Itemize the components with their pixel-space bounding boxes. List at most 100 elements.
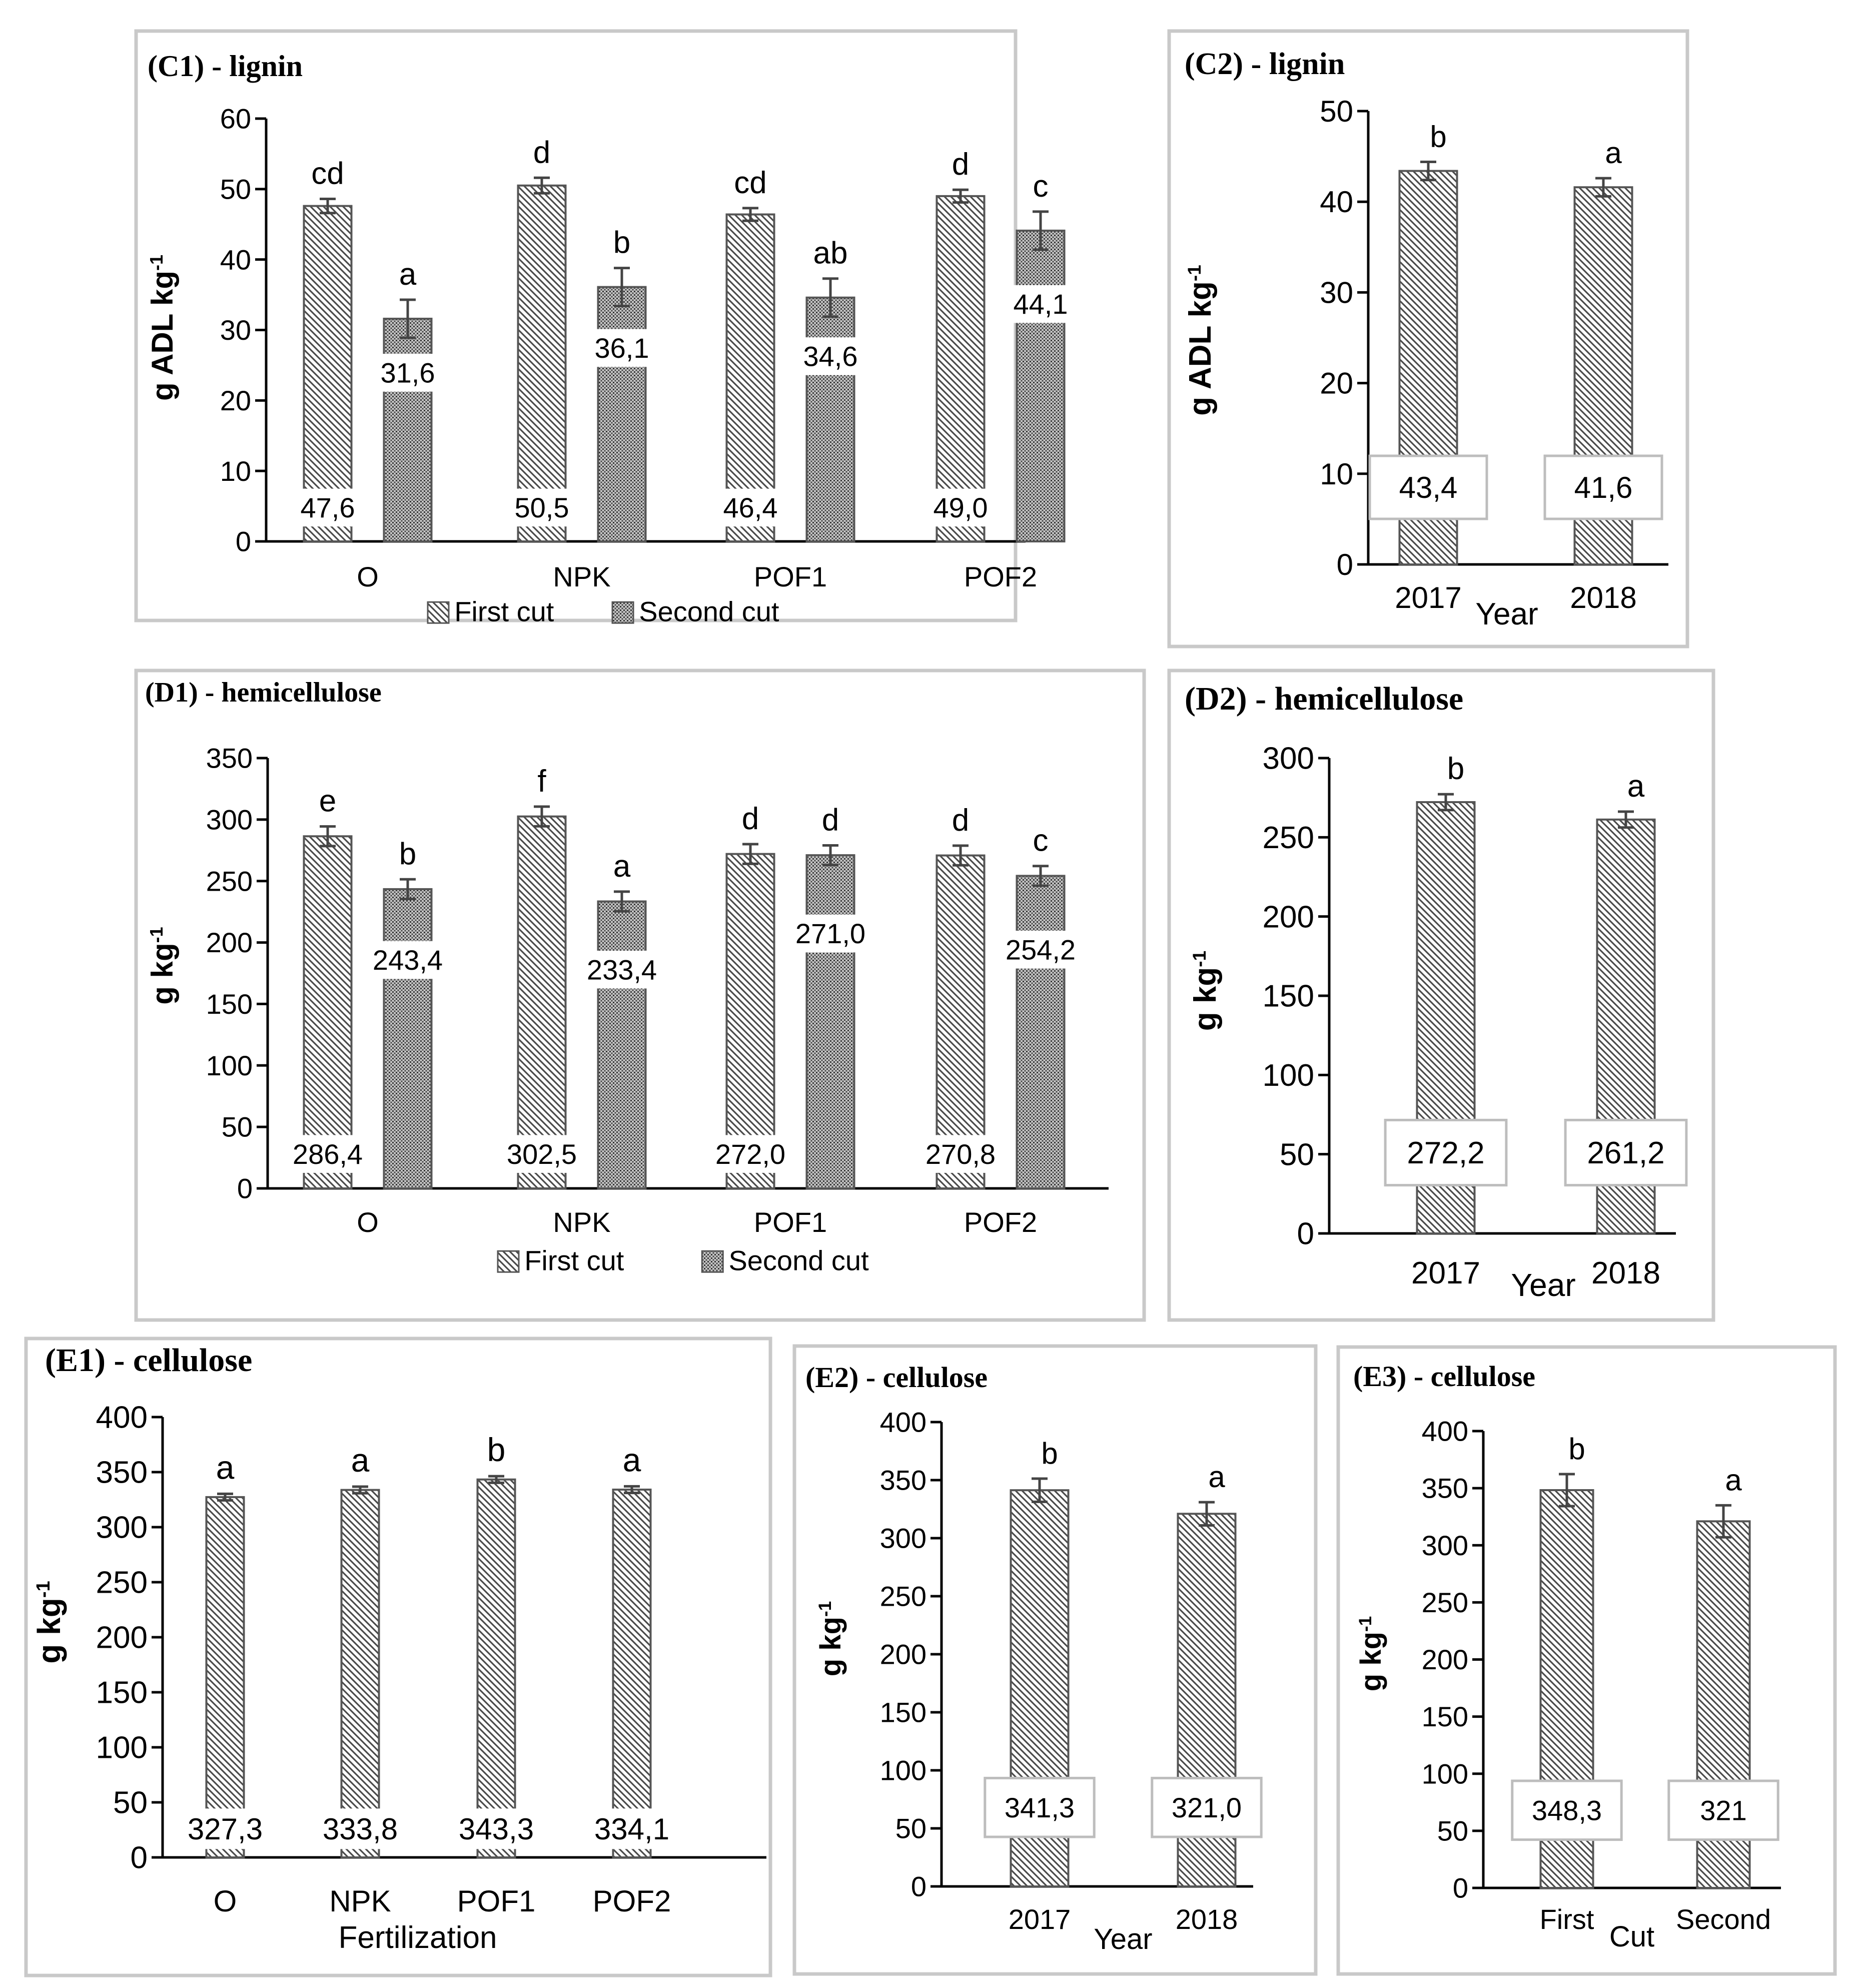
value-box (996, 931, 1086, 969)
bar (517, 815, 567, 1189)
y-tick-label: 400 (880, 1407, 926, 1438)
value-box (785, 337, 875, 375)
x-category-label: 2017 (1395, 581, 1461, 614)
panel-c2: (C2) - lignin 0 10 20 30 40 50 g ADL kg-1 Year 20… (1167, 29, 1689, 648)
y-tick-label: 0 (911, 1871, 926, 1902)
significance-letter: f (537, 764, 546, 799)
y-tick-label: 40 (220, 244, 251, 275)
error-bar (822, 844, 838, 867)
y-tick-label: 30 (1320, 276, 1353, 309)
y-axis-label: g kg-1 (31, 1581, 67, 1663)
value-box (705, 1135, 795, 1173)
significance-letter: a (1605, 136, 1622, 170)
value-label: 44,1 (1014, 288, 1068, 320)
bar (1016, 229, 1066, 542)
x-category-label: POF2 (593, 1884, 671, 1918)
significance-letter: d (533, 135, 550, 170)
x-category-label: POF1 (754, 1206, 827, 1238)
value-label: 271,0 (795, 918, 865, 949)
y-axis-label: g kg-1 (814, 1601, 847, 1676)
panel-title: (D2) - hemicellulose (1185, 681, 1463, 717)
significance-letter: cd (734, 166, 766, 200)
error-bar (488, 1475, 504, 1484)
error-bar (742, 207, 758, 222)
error-bar (1199, 1501, 1215, 1527)
x-axis-label: Year (1475, 597, 1538, 631)
value-label: 47,6 (301, 492, 355, 523)
significance-letter: cd (311, 157, 344, 191)
value-box (577, 329, 667, 367)
value-box (283, 488, 373, 527)
y-tick-label: 300 (206, 804, 253, 835)
legend-label: First cut (524, 1244, 624, 1276)
bar (303, 205, 353, 542)
value-box (1151, 1776, 1263, 1838)
y-tick-label: 100 (880, 1755, 926, 1786)
bar (340, 1489, 380, 1858)
value-box (1564, 1118, 1688, 1187)
value-box (363, 941, 453, 979)
x-category-label: 2017 (1009, 1903, 1071, 1935)
value-box (785, 914, 875, 953)
significance-letter: e (319, 784, 336, 819)
error-bar (320, 198, 336, 215)
y-tick-label: 200 (1422, 1644, 1468, 1675)
y-tick-label: 100 (206, 1050, 253, 1081)
x-category-label: First (1540, 1903, 1594, 1935)
significance-letter: a (1627, 769, 1645, 804)
panel-title: (C2) - lignin (1185, 47, 1345, 81)
value-label: 243,4 (373, 944, 443, 976)
value-label: 34,6 (803, 341, 858, 372)
x-category-label: POF1 (457, 1884, 536, 1918)
value-box (363, 354, 453, 392)
y-tick-label: 150 (96, 1676, 148, 1710)
panel-e1: (E1) - cellulose 0 50 100 150 200 250 300 350 400… (24, 1337, 772, 1977)
x-category-label: NPK (553, 1206, 610, 1238)
y-tick-label: 10 (220, 455, 251, 487)
y-tick-label: 400 (1422, 1416, 1468, 1447)
x-category-label: 2018 (1591, 1256, 1660, 1290)
x-category-label: Second (1676, 1903, 1771, 1935)
bar (612, 1488, 652, 1858)
y-tick-label: 0 (236, 526, 251, 557)
value-label: 49,0 (934, 492, 988, 523)
panel-title: (E1) - cellulose (45, 1342, 252, 1379)
significance-letter: b (1568, 1432, 1585, 1466)
significance-letter: b (1430, 120, 1446, 153)
y-axis-label: g kg-1 (1355, 1616, 1387, 1691)
y-tick-label: 250 (1263, 821, 1314, 855)
bar (1016, 875, 1066, 1189)
value-label: 321,0 (1172, 1792, 1242, 1823)
y-tick-label: 200 (1263, 900, 1314, 934)
value-box (283, 1135, 373, 1173)
error-bar (1559, 1473, 1575, 1508)
legend-label: First cut (454, 595, 554, 627)
y-tick-label: 300 (880, 1523, 926, 1554)
value-box (984, 1776, 1096, 1838)
significance-letter: c (1033, 169, 1049, 204)
value-label: 270,8 (925, 1138, 996, 1170)
error-bar (953, 188, 969, 204)
y-tick-label: 50 (220, 173, 251, 205)
error-bar (953, 844, 969, 867)
x-category-label: POF2 (964, 1206, 1037, 1238)
y-tick-label: 250 (1422, 1587, 1468, 1618)
value-box (577, 950, 667, 989)
significance-letter: a (399, 257, 417, 292)
value-label: 233,4 (587, 954, 657, 985)
error-bar (534, 805, 550, 828)
legend-swatch (701, 1250, 724, 1273)
error-bar (217, 1492, 233, 1502)
error-bar (534, 176, 550, 195)
value-label: 348,3 (1532, 1794, 1602, 1826)
x-category-label: NPK (329, 1884, 391, 1918)
x-category-label: O (357, 561, 379, 592)
x-category-label: 2018 (1570, 581, 1636, 614)
error-bar (1438, 793, 1454, 812)
bar (805, 296, 855, 542)
value-box (312, 1808, 408, 1849)
significance-letter: a (613, 849, 631, 884)
panel-e2: (E2) - cellulose 0 50 100 150 200 250 300 350 400… (792, 1344, 1318, 1976)
panel-d2: (D2) - hemicellulose 0 50 100 150 200 250 300 g … (1167, 669, 1715, 1322)
error-bar (1033, 865, 1049, 887)
